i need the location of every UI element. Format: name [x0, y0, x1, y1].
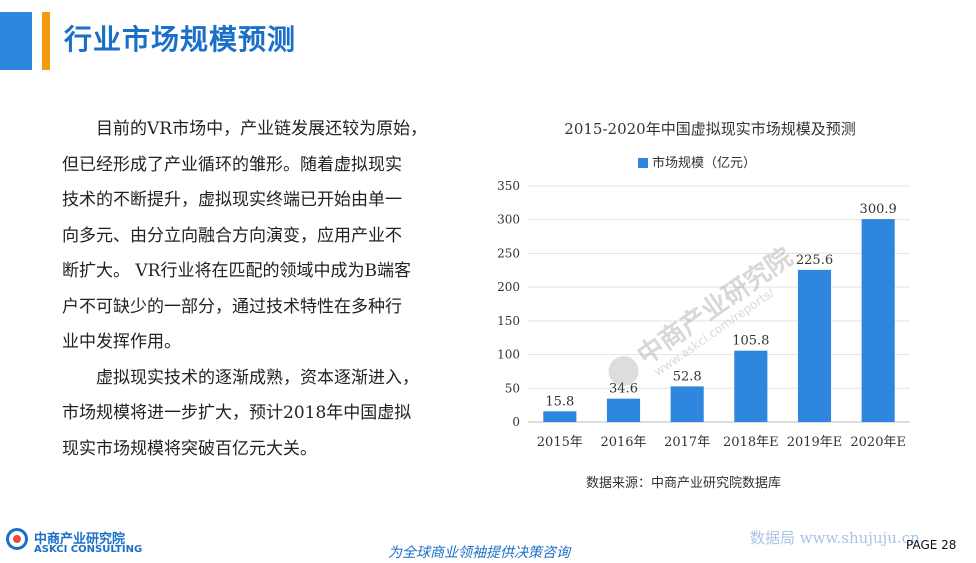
- x-tick-label-4: 2019年E: [787, 435, 843, 450]
- bar-0: [543, 411, 577, 422]
- x-tick-label-5: 2020年E: [850, 435, 906, 450]
- data-label-2: 52.8: [673, 369, 702, 384]
- y-tick-label-5: 250: [497, 246, 520, 260]
- y-tick-label-2: 100: [497, 348, 520, 362]
- y-tick-label-0: 0: [512, 415, 520, 429]
- chart-source: 数据来源：中商产业研究院数据库: [586, 476, 782, 491]
- company-logo-icon: [6, 528, 28, 550]
- data-label-1: 34.6: [609, 382, 638, 397]
- chart-title: 2015-2020年中国虚拟现实市场规模及预测: [564, 120, 856, 138]
- legend-label: 市场规模（亿元）: [652, 156, 757, 171]
- paragraph-2-line-1: 虚拟现实技术的逐渐成熟，资本逐渐进入，: [96, 367, 419, 388]
- y-tick-label-3: 150: [497, 314, 520, 328]
- chart-legend: 市场规模（亿元）: [638, 152, 756, 171]
- paragraph-1-line-5: 断扩大。 VR行业将在匹配的领域中成为B端客: [62, 261, 411, 281]
- site-watermark: 数据局 www.shujuju.cn: [750, 529, 920, 547]
- footer-slogan: 为全球商业领袖提供决策咨询: [388, 545, 570, 561]
- bar-4: [797, 269, 832, 422]
- paragraph-1-line-7: 业中发挥作用。: [62, 332, 181, 352]
- y-tick-label-7: 350: [497, 179, 520, 193]
- body-text: 目前的VR市场中，产业链发展还较为原始， 但已经形成了产业循环的雏形。随着虚拟现…: [62, 112, 482, 467]
- logo-name-en: ASKCI CONSULTING: [34, 544, 143, 555]
- data-label-4: 225.6: [796, 253, 833, 268]
- y-tick-label-4: 200: [497, 280, 520, 294]
- y-tick-label-6: 300: [497, 213, 520, 227]
- x-tick-label-2: 2017年: [664, 435, 710, 450]
- paragraph-2-line-2: 市场规模将进一步扩大，预计2018年中国虚拟: [62, 403, 412, 423]
- data-label-3: 105.8: [732, 334, 769, 349]
- data-label-5: 300.9: [860, 202, 897, 217]
- paragraph-1-line-1: 目前的VR市场中，产业链发展还较为原始，: [96, 119, 428, 139]
- header-accent-orange: [42, 12, 50, 70]
- x-tick-label-1: 2016年: [600, 435, 646, 450]
- footer-logo: 中商产业研究院 ASKCI CONSULTING: [6, 526, 142, 558]
- paragraph-1-line-6: 户不可缺少的一部分，通过技术特性在多种行: [62, 296, 402, 317]
- paragraph-1-line-3: 技术的不断提升，虚拟现实终端已开始由单一: [62, 190, 402, 210]
- header-accent-blue: [0, 12, 32, 70]
- legend-swatch: [638, 158, 648, 168]
- paragraph-2-line-3: 现实市场规模将突破百亿元大关。: [62, 438, 317, 459]
- chart-plot-area: 0 50 100 150 200 250 300 350 15.8 2015年 34.6 2016年 5…: [497, 179, 910, 450]
- bar-3: [734, 350, 768, 422]
- data-label-0: 15.8: [545, 394, 574, 409]
- bar-1: [606, 398, 641, 422]
- y-tick-label-1: 50: [505, 381, 520, 395]
- paragraph-1-line-4: 向多元、由分立向融合方向演变，应用产业不: [62, 225, 402, 246]
- logo-name-cn: 中商产业研究院: [34, 532, 126, 547]
- paragraph-1-line-2: 但已经形成了产业循环的雏形。随着虚拟现实: [62, 154, 402, 175]
- x-tick-label-3: 2018年E: [723, 435, 779, 450]
- page-number: PAGE 28: [906, 538, 957, 552]
- x-tick-label-0: 2015年: [537, 435, 583, 450]
- page-title: 行业市场规模预测: [64, 23, 297, 56]
- bar-chart: 2015-2020年中国虚拟现实市场规模及预测 市场规模（亿元） 0 50 100 1…: [490, 112, 930, 492]
- bar-5: [861, 219, 895, 422]
- bar-2: [670, 386, 704, 422]
